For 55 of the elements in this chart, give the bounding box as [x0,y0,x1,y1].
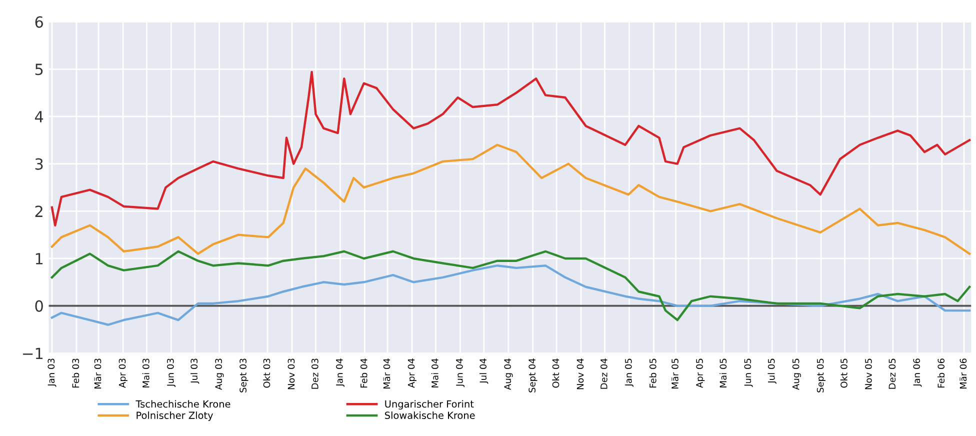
x-tick-label: Okt 04 [552,358,560,388]
y-tick-label: 2 [35,206,42,217]
x-tick-label: Sept 04 [528,358,538,392]
line-series [50,70,971,226]
line-series [50,144,971,255]
x-tick-label: Dez 04 [600,358,608,389]
x-tick-label: Aug 04 [504,358,513,390]
x-tick-label: Okt 03 [263,358,270,388]
x-tick-label: Okt 05 [840,358,848,388]
x-tick-label: Feb 05 [649,358,656,388]
legend-label: Ungarischer Forint [385,400,474,410]
x-tick-label: Dez 03 [311,358,318,389]
x-tick-label: Nov 03 [288,358,295,390]
x-tick-label: Jun 05 [744,358,753,387]
x-tick-label: Mai 05 [720,358,727,388]
x-tick-label: Sept 05 [816,358,826,392]
x-tick-label: Jun 04 [456,358,465,387]
x-tick-label: Jan 03 [48,358,56,387]
y-tick-label: −1 [23,348,43,359]
x-tick-label: Jan 04 [336,358,344,387]
x-tick-label: Mai 04 [431,358,438,388]
y-tick-label: 3 [35,158,43,170]
line-series [50,250,971,322]
x-tick-label: Feb 03 [72,358,80,388]
x-tick-label: Mär 04 [383,358,390,389]
x-tick-label: Apr 03 [118,358,128,388]
x-tick-label: Mär 03 [94,358,102,389]
x-tick-label: Nov 05 [865,358,872,390]
x-tick-label: Jul 03 [190,358,200,384]
y-tick-label: 0 [35,300,43,312]
x-tick-label: Jan 05 [624,358,634,387]
y-tick-label: 6 [35,16,43,28]
line-series [50,264,971,326]
y-tick-label: 5 [35,64,43,76]
legend-label: Slowakische Krone [384,411,475,420]
x-tick-label: Apr 04 [408,358,416,388]
x-tick-label: Jul 05 [768,358,776,384]
x-tick-label: Mär 05 [671,358,678,389]
x-tick-label: Jul 04 [480,358,488,384]
y-tick-label: 4 [34,111,44,122]
x-tick-label: Jan 06 [913,358,922,387]
x-tick-label: Feb 04 [360,358,368,388]
x-tick-label: Feb 06 [938,358,945,388]
x-tick-label: Apr 05 [696,358,705,388]
legend-label: Polnischer Zloty [136,411,213,421]
x-tick-label: Mai 03 [142,358,150,388]
x-tick-label: Aug 03 [215,358,224,390]
x-tick-label: Dez 05 [888,358,896,389]
x-tick-label: Nov 04 [576,358,584,390]
x-tick-label: Aug 05 [792,358,801,390]
y-tick-label: 1 [36,253,43,264]
x-tick-label: Mär 06 [960,358,967,389]
x-tick-label: Jun 03 [166,358,176,387]
legend-label: Tschechische Krone [136,400,230,408]
x-tick-label: Sept 03 [240,358,248,392]
